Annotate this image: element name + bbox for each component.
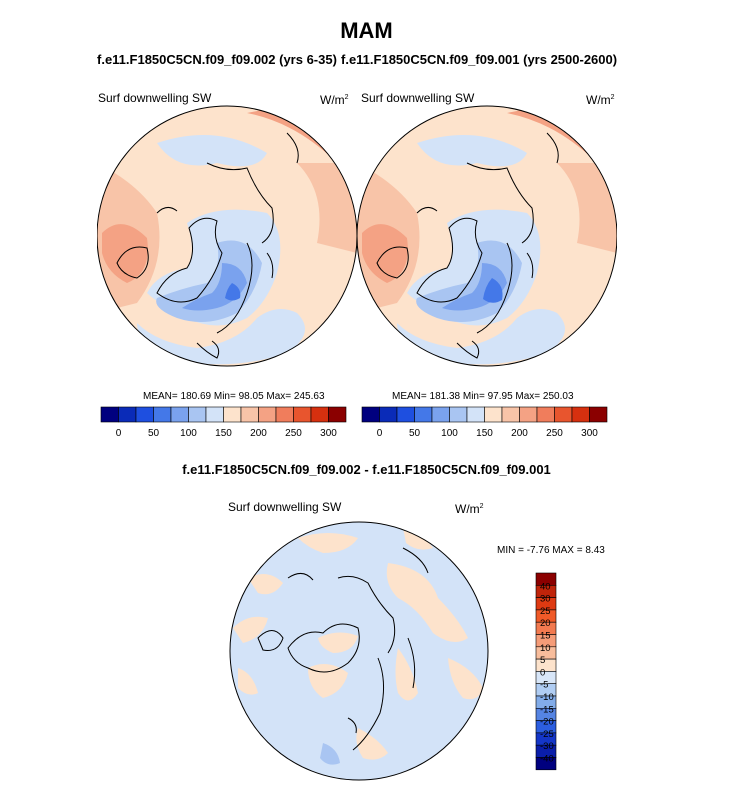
right-case-title: f.e11.F1850C5CN.f09_f09.001 (yrs 2500-26… [341,52,618,67]
main-title: MAM [340,18,393,43]
left-stats: MEAN= 180.69 Min= 98.05 Max= 245.63 [143,391,325,402]
right-colorbar-tick-label: 50 [409,428,421,439]
left-colorbar-swatch [310,406,329,423]
diff-colorbar-tick-label: 25 [540,606,551,617]
right-colorbar-tick-label: 100 [441,428,458,439]
right-colorbar-swatch [431,406,450,423]
right-colorbar-swatch [449,406,468,423]
left-colorbar-swatch [170,406,189,423]
diff-colorbar-tick-label: -5 [540,680,548,691]
diff-stats: MIN = -7.76 MAX = 8.43 [497,545,605,556]
diff-colorbar-tick-label: -40 [540,754,554,765]
diff-colorbar-tick-label: -20 [540,717,554,728]
right-stats: MEAN= 181.38 Min= 97.95 Max= 250.03 [392,391,574,402]
diff-units-label: W/m2 [455,502,484,516]
diff-colorbar-tick-label: -30 [540,741,554,752]
diff-colorbar-tick-label: -25 [540,729,554,740]
right-colorbar-tick-label: 0 [377,428,383,439]
left-colorbar-tick-label: 150 [215,428,232,439]
right-colorbar-swatch [414,406,433,423]
left-variable-label: Surf downwelling SW [98,91,212,105]
right-colorbar-tick-label: 200 [511,428,528,439]
left-colorbar-swatch [135,406,154,423]
diff-colorbar-tick-label: 10 [540,643,551,654]
diff-polar-map [229,521,489,781]
left-colorbar-tick-label: 0 [116,428,122,439]
diff-case-title: f.e11.F1850C5CN.f09_f09.002 - f.e11.F185… [182,462,551,477]
left-colorbar-swatch [118,406,137,423]
left-colorbar-tick-label: 300 [320,428,337,439]
right-polar-map [357,105,617,367]
left-colorbar-swatch [293,406,312,423]
diff-colorbar-tick-label: -10 [540,692,554,703]
left-case-title: f.e11.F1850C5CN.f09_f09.002 (yrs 6-35) [97,52,337,67]
right-colorbar-swatch [396,406,415,423]
right-colorbar-swatch [519,406,538,423]
left-colorbar-swatch [258,406,277,423]
right-colorbar-swatch [361,406,380,423]
right-colorbar: 050100150200250300350 [361,406,608,439]
right-units-label: W/m2 [586,93,615,107]
left-colorbar-swatch [205,406,224,423]
left-colorbar: 050100150200250300350 [100,406,347,439]
left-colorbar-tick-label: 250 [285,428,302,439]
left-colorbar-swatch [328,406,347,423]
diff-colorbar-tick-label: 30 [540,594,551,605]
right-colorbar-swatch [554,406,573,423]
left-colorbar-swatch [240,406,259,423]
left-colorbar-swatch [100,406,119,423]
right-colorbar-swatch [571,406,590,423]
left-colorbar-swatch [275,406,294,423]
right-colorbar-swatch [589,406,608,423]
right-colorbar-swatch [466,406,485,423]
right-colorbar-swatch [501,406,520,423]
right-variable-label: Surf downwelling SW [361,91,475,105]
left-colorbar-swatch [223,406,242,423]
diff-colorbar-tick-label: 20 [540,618,551,629]
left-colorbar-tick-label: 50 [148,428,160,439]
right-colorbar-tick-label: 300 [581,428,598,439]
left-colorbar-tick-label: 200 [250,428,267,439]
right-colorbar-swatch [379,406,398,423]
right-colorbar-swatch [484,406,503,423]
diff-colorbar-tick-label: 40 [540,581,551,592]
diff-colorbar-swatch [535,658,557,672]
left-units-label: W/m2 [320,93,349,107]
diff-colorbar-tick-label: 15 [540,631,551,642]
diff-colorbar-tick-label: 0 [540,667,545,678]
right-colorbar-tick-label: 150 [476,428,493,439]
diff-colorbar-swatch [535,757,557,771]
right-colorbar-swatch [536,406,555,423]
left-colorbar-swatch [188,406,207,423]
diff-colorbar-tick-label: -15 [540,704,554,715]
diff-colorbar-tick-label: 5 [540,655,545,666]
left-colorbar-swatch [153,406,172,423]
right-colorbar-tick-label: 250 [546,428,563,439]
diff-variable-label: Surf downwelling SW [228,500,342,514]
left-colorbar-tick-label: 100 [180,428,197,439]
left-polar-map [97,105,357,367]
